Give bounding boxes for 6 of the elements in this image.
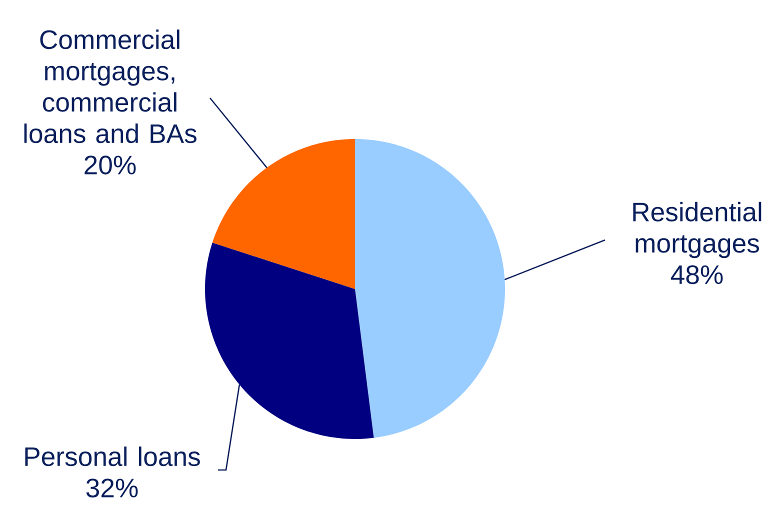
- slice-label: Personal loans: [25, 446, 200, 466]
- data-label: 20%: [84, 156, 136, 174]
- slice-label: Commercial mortgages, commercial loans and BAs: [24, 30, 196, 144]
- data-label: 48%: [670, 265, 723, 284]
- data-label: 32%: [86, 478, 138, 498]
- slice-label: Residential mortgages: [633, 202, 762, 258]
